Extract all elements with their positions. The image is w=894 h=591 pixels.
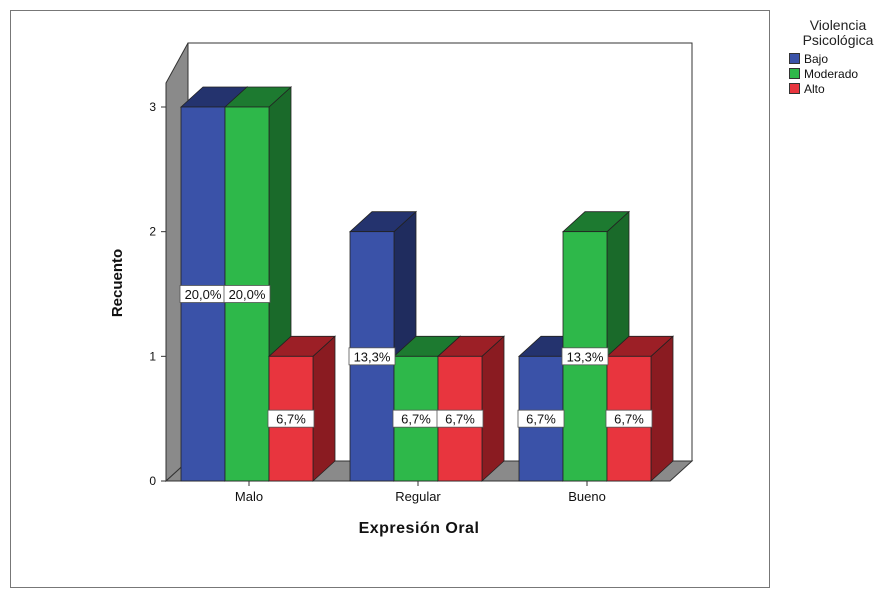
data-label-text: 20,0% bbox=[185, 287, 222, 302]
data-label-box bbox=[561, 347, 609, 366]
legend-item-alto: Alto bbox=[789, 81, 893, 96]
data-label-bueno-moderado: 13,3% bbox=[561, 347, 609, 366]
data-label-bueno-alto: 6,7% bbox=[605, 409, 653, 428]
legend-label-alto: Alto bbox=[804, 81, 825, 96]
data-label-text: 6,7% bbox=[526, 412, 556, 427]
legend-title-line2: Psicológica bbox=[802, 32, 874, 48]
legend-label-bajo: Bajo bbox=[804, 51, 829, 66]
x-tick-label-regular: Regular bbox=[395, 489, 441, 504]
legend: Violencia Psicológica Bajo Moderado Alto bbox=[783, 18, 893, 96]
data-label-box bbox=[436, 409, 484, 428]
data-label-text: 6,7% bbox=[614, 412, 644, 427]
data-label-malo-bajo: 20,0% bbox=[179, 285, 227, 303]
data-label-text: 6,7% bbox=[276, 412, 306, 427]
bar-regular-alto bbox=[436, 335, 506, 482]
y-tick-label: 0 bbox=[149, 474, 156, 488]
data-label-box bbox=[605, 409, 653, 428]
data-label-text: 6,7% bbox=[445, 412, 475, 427]
data-label-text: 13,3% bbox=[354, 349, 391, 364]
legend-item-bajo: Bajo bbox=[789, 51, 893, 66]
data-label-box bbox=[223, 285, 271, 303]
legend-item-moderado: Moderado bbox=[789, 66, 893, 81]
y-tick-label: 3 bbox=[149, 100, 156, 114]
bar-side bbox=[312, 335, 336, 482]
data-label-text: 13,3% bbox=[567, 349, 604, 364]
data-label-regular-moderado: 6,7% bbox=[392, 409, 440, 428]
bar-side bbox=[481, 335, 505, 482]
y-tick-label: 2 bbox=[149, 225, 156, 239]
data-label-text: 20,0% bbox=[229, 287, 266, 302]
bar-malo-alto bbox=[267, 335, 337, 482]
data-label-box bbox=[348, 347, 396, 366]
data-label-box bbox=[267, 409, 315, 428]
legend-title-line1: Violencia bbox=[809, 17, 867, 33]
data-label-malo-moderado: 20,0% bbox=[223, 285, 271, 303]
y-axis: 0 1 2 3 bbox=[149, 83, 167, 488]
data-label-regular-bajo: 13,3% bbox=[348, 347, 396, 366]
x-tick-label-bueno: Bueno bbox=[568, 489, 606, 504]
data-label-bueno-bajo: 6,7% bbox=[517, 409, 565, 428]
data-label-malo-alto: 6,7% bbox=[267, 409, 315, 428]
y-axis-title: Recuento bbox=[109, 249, 126, 317]
y-tick-label: 1 bbox=[149, 349, 156, 363]
x-axis: Malo Regular Bueno bbox=[235, 481, 606, 504]
bar-side bbox=[650, 335, 674, 482]
x-axis-title: Expresión Oral bbox=[359, 520, 480, 537]
legend-label-moderado: Moderado bbox=[804, 66, 859, 81]
legend-swatch-moderado bbox=[789, 68, 800, 79]
bar-bueno-alto bbox=[605, 335, 675, 482]
data-labels-group: 20,0% 20,0% 6,7% 13,3% 6,7% 6,7% 6,7% 13,3% 6,7% bbox=[179, 285, 653, 428]
data-label-box bbox=[517, 409, 565, 428]
x-tick-label-malo: Malo bbox=[235, 489, 263, 504]
legend-swatch-alto bbox=[789, 83, 800, 94]
legend-swatch-bajo bbox=[789, 53, 800, 64]
data-label-text: 6,7% bbox=[401, 412, 431, 427]
data-label-regular-alto: 6,7% bbox=[436, 409, 484, 428]
